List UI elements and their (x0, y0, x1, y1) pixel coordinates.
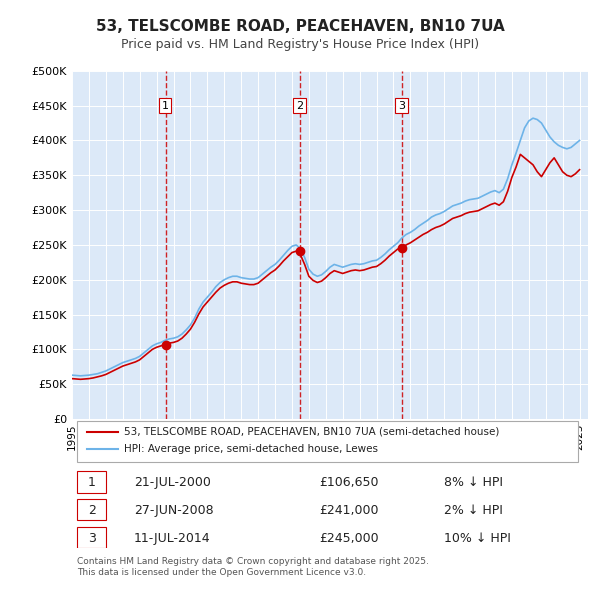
Text: 10% ↓ HPI: 10% ↓ HPI (443, 532, 511, 545)
Text: 21-JUL-2000: 21-JUL-2000 (134, 476, 211, 489)
Text: 1: 1 (161, 101, 169, 110)
Text: HPI: Average price, semi-detached house, Lewes: HPI: Average price, semi-detached house,… (124, 444, 377, 454)
Text: 3: 3 (88, 532, 95, 545)
Text: 2% ↓ HPI: 2% ↓ HPI (443, 504, 502, 517)
FancyBboxPatch shape (77, 471, 106, 493)
Text: £245,000: £245,000 (320, 532, 379, 545)
Text: 53, TELSCOMBE ROAD, PEACEHAVEN, BN10 7UA: 53, TELSCOMBE ROAD, PEACEHAVEN, BN10 7UA (95, 19, 505, 34)
Text: 2: 2 (88, 504, 95, 517)
Text: 1: 1 (88, 476, 95, 489)
Text: 2: 2 (296, 101, 303, 110)
FancyBboxPatch shape (77, 499, 106, 520)
Text: 3: 3 (398, 101, 405, 110)
Text: 53, TELSCOMBE ROAD, PEACEHAVEN, BN10 7UA (semi-detached house): 53, TELSCOMBE ROAD, PEACEHAVEN, BN10 7UA… (124, 427, 499, 437)
Text: 11-JUL-2014: 11-JUL-2014 (134, 532, 211, 545)
Text: £241,000: £241,000 (320, 504, 379, 517)
Text: £106,650: £106,650 (320, 476, 379, 489)
Text: 27-JUN-2008: 27-JUN-2008 (134, 504, 214, 517)
FancyBboxPatch shape (77, 421, 578, 461)
Text: Contains HM Land Registry data © Crown copyright and database right 2025.
This d: Contains HM Land Registry data © Crown c… (77, 558, 429, 576)
Text: 8% ↓ HPI: 8% ↓ HPI (443, 476, 503, 489)
FancyBboxPatch shape (77, 527, 106, 548)
Text: Price paid vs. HM Land Registry's House Price Index (HPI): Price paid vs. HM Land Registry's House … (121, 38, 479, 51)
